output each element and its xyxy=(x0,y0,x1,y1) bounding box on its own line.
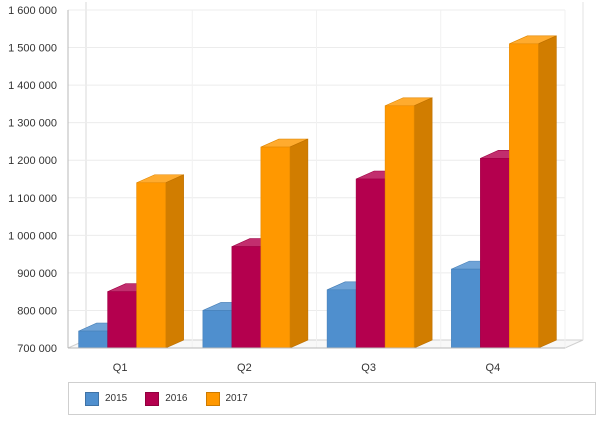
y-tick-label-700-000: 700 000 xyxy=(17,343,57,355)
x-tick-label-q4: Q4 xyxy=(486,362,501,374)
labels-layer: 700 000 800 000 900 000 1 000 000 1 100 000 1… xyxy=(8,5,500,374)
bar-front-q3-2015 xyxy=(326,289,357,349)
bar-side-q3-2017 xyxy=(413,97,433,349)
x-tick-label-q2: Q2 xyxy=(237,362,252,374)
axes-layer xyxy=(67,10,565,349)
bar-front-q2-2016 xyxy=(231,246,262,349)
bar-side-q2-2017 xyxy=(289,138,309,349)
x-tick-label-q3: Q3 xyxy=(361,362,376,374)
legend-label-2017: 2017 xyxy=(225,392,248,404)
bar-front-q2-2015 xyxy=(202,310,233,349)
bar-front-q1-2016 xyxy=(107,291,137,349)
legend-swatch-2017 xyxy=(205,391,220,406)
y-tick-label-800-000: 800 000 xyxy=(17,305,57,317)
bar-front-q4-2017 xyxy=(509,43,539,349)
bar-front-q1-2017 xyxy=(136,182,166,349)
y-tick-label-1-500-000: 1 500 000 xyxy=(8,43,57,55)
y-tick-label-1-200-000: 1 200 000 xyxy=(8,155,57,167)
legend-item-2016: 2016 xyxy=(145,391,188,406)
y-tick-label-1-600-000: 1 600 000 xyxy=(8,5,57,17)
bar-q2-2017 xyxy=(260,138,309,349)
bar-q1-2017 xyxy=(136,174,184,349)
y-tick-label-1-100-000: 1 100 000 xyxy=(8,193,57,205)
y-tick-label-1-400-000: 1 400 000 xyxy=(8,80,57,92)
bar-front-q3-2016 xyxy=(355,178,386,349)
legend-swatch-2016 xyxy=(145,391,160,406)
legend-item-2015: 2015 xyxy=(85,391,128,406)
bar-q3-2017 xyxy=(384,97,433,349)
bars-layer xyxy=(78,35,557,349)
bar-front-q4-2016 xyxy=(480,158,510,349)
bar-q4-2017 xyxy=(509,35,557,349)
legend: 2015 2016 2017 xyxy=(68,382,596,415)
legend-swatch-2015 xyxy=(85,391,99,406)
legend-label-2015: 2015 xyxy=(105,392,128,404)
bar-front-q4-2015 xyxy=(451,268,481,349)
legend-item-2017: 2017 xyxy=(205,391,248,406)
y-tick-label-900-000: 900 000 xyxy=(17,268,57,280)
bar-front-q1-2015 xyxy=(78,330,108,349)
y-tick-label-1-000-000: 1 000 000 xyxy=(8,230,57,242)
legend-label-2016: 2016 xyxy=(165,392,188,404)
bar-front-q3-2017 xyxy=(384,105,415,349)
x-tick-label-q1: Q1 xyxy=(113,362,128,374)
bar-side-q4-2017 xyxy=(538,35,557,349)
bar-side-q1-2017 xyxy=(165,174,184,349)
bar-front-q2-2017 xyxy=(260,146,291,349)
y-tick-label-1-300-000: 1 300 000 xyxy=(8,118,57,130)
